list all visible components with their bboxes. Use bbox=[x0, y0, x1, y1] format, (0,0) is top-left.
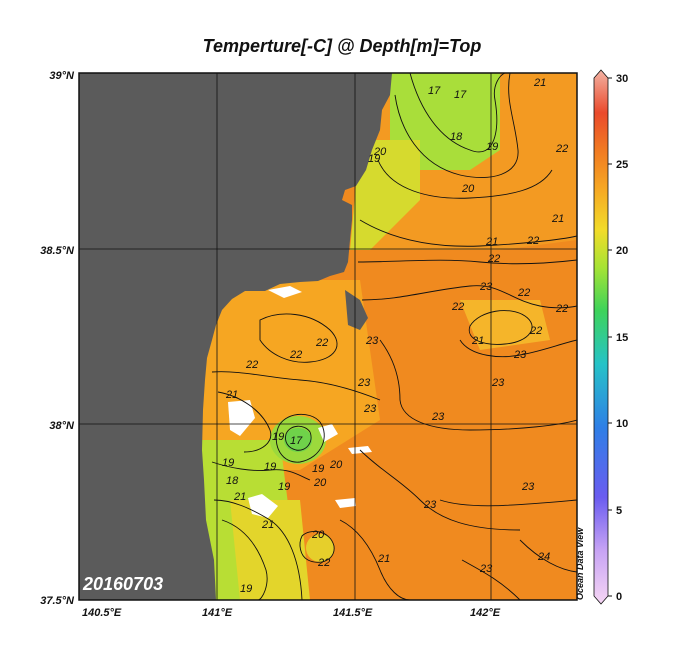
contour-label: 20 bbox=[313, 477, 327, 489]
sea-warm-eddy bbox=[460, 300, 550, 350]
y-tick-label: 39°N bbox=[49, 70, 75, 82]
map-frame bbox=[78, 72, 578, 601]
contour-label: 20 bbox=[373, 146, 387, 158]
contour-label: 17 bbox=[290, 435, 303, 447]
contour-label: 21 bbox=[485, 236, 498, 248]
contour-label-group: 17 17 18 20 19 19 20 21 22 22 21 21 22 2… bbox=[222, 77, 568, 595]
contour-label: 19 bbox=[368, 153, 380, 165]
contour-label: 22 bbox=[517, 287, 530, 299]
contour-label: 17 bbox=[428, 85, 441, 97]
contour-label: 19 bbox=[222, 457, 234, 469]
y-tick-label: 38°N bbox=[49, 420, 75, 432]
cool-water-south2 bbox=[230, 500, 310, 600]
contour-label: 21 bbox=[261, 519, 274, 531]
contour-label: 19 bbox=[240, 583, 252, 595]
contour-label: 23 bbox=[491, 377, 505, 389]
contour-label: 23 bbox=[357, 377, 371, 389]
contour-label: 19 bbox=[312, 463, 324, 475]
cold-eddy-core bbox=[284, 428, 312, 452]
colorbar-label: 15 bbox=[616, 332, 628, 344]
land-mass bbox=[79, 73, 392, 600]
contour-label: 21 bbox=[225, 389, 238, 401]
missing-data-1 bbox=[228, 400, 255, 436]
colorbar-ticks bbox=[608, 77, 612, 597]
contour-label: 22 bbox=[555, 303, 568, 315]
contour-label: 19 bbox=[278, 481, 290, 493]
contour-label: 23 bbox=[479, 281, 493, 293]
contour-label: 20 bbox=[311, 529, 325, 541]
contour-label: 23 bbox=[363, 403, 377, 415]
contour-label: 22 bbox=[289, 349, 302, 361]
x-axis-ticks: 140.5°E 141°E 141.5°E 142°E bbox=[82, 607, 501, 619]
cool-water-north2 bbox=[350, 140, 420, 250]
x-tick-label: 141°E bbox=[202, 607, 233, 619]
contour-label: 21 bbox=[551, 213, 564, 225]
land-peninsula bbox=[345, 290, 368, 330]
contour-label: 22 bbox=[245, 359, 258, 371]
contour-label: 22 bbox=[487, 253, 500, 265]
contour-label: 21 bbox=[377, 553, 390, 565]
colorbar-label: 20 bbox=[616, 245, 628, 257]
contour-lines bbox=[211, 73, 577, 600]
missing-data-6 bbox=[335, 498, 356, 508]
contour-label: 20 bbox=[329, 459, 343, 471]
date-label: 20160703 bbox=[83, 574, 164, 594]
x-tick-label: 140.5°E bbox=[82, 607, 122, 619]
contour-label: 22 bbox=[451, 301, 464, 313]
colorbar-label: 25 bbox=[616, 159, 628, 171]
contour-label: 23 bbox=[513, 349, 527, 361]
contour-label: 24 bbox=[537, 551, 550, 563]
contour-label: 21 bbox=[233, 491, 246, 503]
colorbar-label: 30 bbox=[616, 73, 628, 85]
grid-lines bbox=[79, 73, 577, 600]
contour-label: 21 bbox=[471, 335, 484, 347]
contour-label: 18 bbox=[226, 475, 239, 487]
y-axis-ticks: 39°N 38.5°N 38°N 37.5°N bbox=[40, 70, 75, 607]
y-tick-label: 38.5°N bbox=[40, 245, 75, 257]
colorbar: 30 25 20 15 10 5 0 bbox=[593, 69, 628, 605]
contour-label: 22 bbox=[529, 325, 542, 337]
x-tick-label: 141.5°E bbox=[333, 607, 373, 619]
x-tick-label: 142°E bbox=[470, 607, 501, 619]
map-title: Temperture[-C] @ Depth[m]=Top bbox=[202, 36, 482, 56]
colorbar-label: 5 bbox=[616, 505, 622, 517]
contour-label: 22 bbox=[315, 337, 328, 349]
contour-label: 18 bbox=[450, 131, 463, 143]
contour-label: 22 bbox=[317, 557, 330, 569]
contour-label: 23 bbox=[479, 563, 493, 575]
contour-label: 23 bbox=[423, 499, 437, 511]
contour-label: 19 bbox=[272, 431, 284, 443]
contour-label: 23 bbox=[365, 335, 379, 347]
colorbar-gradient bbox=[593, 69, 609, 605]
ocean-data-view-watermark: Ocean Data View bbox=[575, 527, 585, 600]
contour-label: 20 bbox=[461, 183, 475, 195]
map-field: 17 17 18 20 19 19 20 21 22 22 21 21 22 2… bbox=[79, 73, 577, 600]
colorbar-label: 10 bbox=[616, 418, 628, 430]
contour-label: 22 bbox=[555, 143, 568, 155]
contour-label: 21 bbox=[533, 77, 546, 89]
cool-patch bbox=[306, 534, 334, 562]
contour-label: 22 bbox=[526, 235, 539, 247]
contour-label: 23 bbox=[431, 411, 445, 423]
contour-label: 17 bbox=[454, 89, 467, 101]
contour-label: 19 bbox=[264, 461, 276, 473]
missing-data-4 bbox=[268, 286, 302, 298]
y-tick-label: 37.5°N bbox=[40, 595, 75, 607]
contour-label: 23 bbox=[521, 481, 535, 493]
contour-label: 19 bbox=[486, 141, 498, 153]
colorbar-label: 0 bbox=[616, 591, 622, 603]
